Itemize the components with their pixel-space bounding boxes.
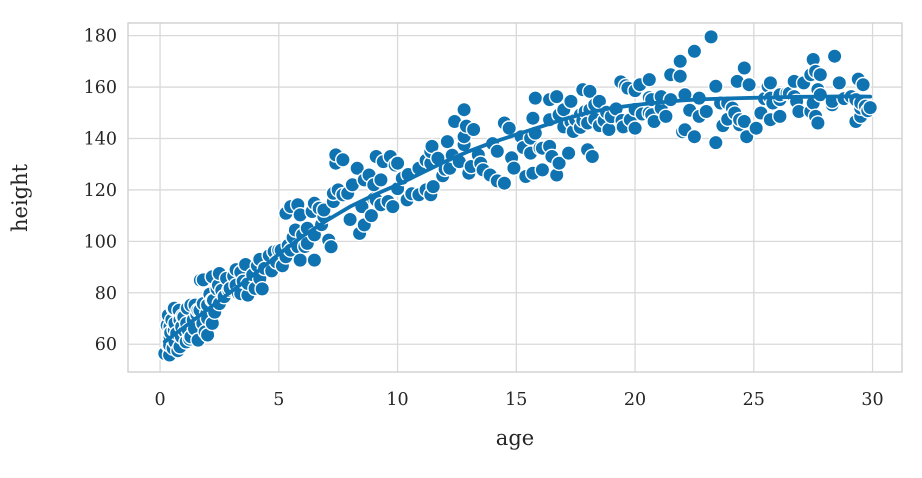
x-tick-label: 30 xyxy=(861,390,883,410)
data-point xyxy=(506,160,522,177)
y-tick-label: 100 xyxy=(84,232,117,252)
y-axis-label: height xyxy=(8,163,32,232)
x-tick-label: 10 xyxy=(386,390,408,410)
data-point xyxy=(826,48,843,65)
data-point xyxy=(672,53,689,70)
y-tick-label: 120 xyxy=(84,181,117,201)
data-point xyxy=(707,134,724,151)
data-point xyxy=(762,75,779,91)
data-point xyxy=(772,108,788,125)
data-point xyxy=(548,88,565,105)
x-tick-label: 5 xyxy=(273,390,284,410)
data-point xyxy=(342,211,358,228)
data-point xyxy=(707,78,724,95)
data-point xyxy=(349,160,366,177)
y-tick-label: 160 xyxy=(84,78,117,98)
data-point xyxy=(384,198,401,215)
data-point xyxy=(334,151,351,168)
data-point xyxy=(372,171,389,188)
x-tick-label: 25 xyxy=(743,390,765,410)
y-tick-label: 180 xyxy=(84,27,117,47)
data-point xyxy=(323,238,339,255)
gridlines xyxy=(128,23,902,372)
data-point xyxy=(831,75,848,91)
x-axis-label: age xyxy=(495,426,535,450)
data-point xyxy=(389,155,406,172)
axes-frame xyxy=(127,22,903,373)
data-point xyxy=(560,145,577,162)
data-point xyxy=(306,252,323,269)
x-tick-label: 0 xyxy=(154,390,165,410)
data-point xyxy=(534,161,551,178)
data-point xyxy=(812,66,829,83)
x-tick-label: 20 xyxy=(624,390,646,410)
data-point xyxy=(658,108,674,125)
data-point xyxy=(363,207,380,224)
data-point xyxy=(563,93,579,110)
data-point xyxy=(641,71,658,88)
data-point xyxy=(748,120,765,137)
data-point xyxy=(862,99,879,116)
data-point xyxy=(703,29,719,45)
y-tick-label: 80 xyxy=(95,284,117,304)
data-point xyxy=(601,121,617,138)
data-point xyxy=(627,120,643,137)
data-point xyxy=(741,76,757,93)
data-point xyxy=(254,280,271,297)
data-point xyxy=(489,143,506,160)
data-point xyxy=(496,175,513,192)
x-tick-label: 15 xyxy=(505,390,527,410)
data-point xyxy=(425,178,442,195)
data-point xyxy=(292,252,309,269)
data-point xyxy=(736,113,753,130)
data-point xyxy=(456,101,472,118)
y-tick-label: 140 xyxy=(84,129,117,149)
scatter-points xyxy=(156,29,879,363)
data-point xyxy=(686,43,703,60)
data-point xyxy=(698,103,715,120)
tick-labels: 60 80 100 120 140 160 180 0 5 10 15 20 25 30 xyxy=(84,27,884,410)
data-point xyxy=(584,148,601,165)
trend-line xyxy=(162,94,873,344)
data-point xyxy=(465,121,482,138)
data-point xyxy=(736,60,753,76)
data-point xyxy=(686,128,703,145)
data-point xyxy=(855,76,871,93)
data-point xyxy=(551,155,567,172)
data-point xyxy=(672,68,689,85)
data-point xyxy=(439,133,456,150)
data-point xyxy=(810,115,826,131)
y-tick-label: 60 xyxy=(95,335,117,355)
data-point xyxy=(527,90,544,107)
data-point xyxy=(525,110,541,127)
